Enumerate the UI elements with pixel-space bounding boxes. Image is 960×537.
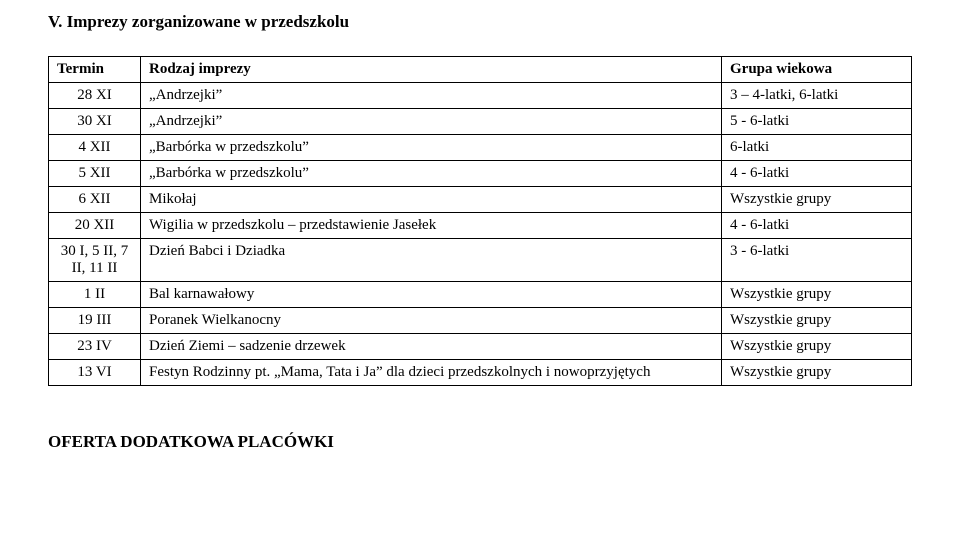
cell-rodzaj: Mikołaj bbox=[141, 187, 722, 213]
cell-rodzaj: „Andrzejki” bbox=[141, 83, 722, 109]
table-row: 4 XII „Barbórka w przedszkolu” 6-latki bbox=[49, 135, 912, 161]
section-title: V. Imprezy zorganizowane w przedszkolu bbox=[48, 12, 912, 32]
cell-grupa: 3 - 6-latki bbox=[722, 239, 912, 282]
cell-grupa: Wszystkie grupy bbox=[722, 187, 912, 213]
table-row: 23 IV Dzień Ziemi – sadzenie drzewek Wsz… bbox=[49, 334, 912, 360]
cell-grupa: Wszystkie grupy bbox=[722, 334, 912, 360]
table-row: 5 XII „Barbórka w przedszkolu” 4 - 6-lat… bbox=[49, 161, 912, 187]
cell-termin: 30 I, 5 II, 7 II, 11 II bbox=[49, 239, 141, 282]
cell-termin: 13 VI bbox=[49, 360, 141, 386]
table-row: 20 XII Wigilia w przedszkolu – przedstaw… bbox=[49, 213, 912, 239]
table-row: 30 I, 5 II, 7 II, 11 II Dzień Babci i Dz… bbox=[49, 239, 912, 282]
table-row: 1 II Bal karnawałowy Wszystkie grupy bbox=[49, 282, 912, 308]
table-header-row: Termin Rodzaj imprezy Grupa wiekowa bbox=[49, 57, 912, 83]
cell-termin: 23 IV bbox=[49, 334, 141, 360]
cell-rodzaj: „Barbórka w przedszkolu” bbox=[141, 161, 722, 187]
table-row: 19 III Poranek Wielkanocny Wszystkie gru… bbox=[49, 308, 912, 334]
cell-rodzaj: Poranek Wielkanocny bbox=[141, 308, 722, 334]
cell-termin: 4 XII bbox=[49, 135, 141, 161]
cell-termin: 6 XII bbox=[49, 187, 141, 213]
cell-termin: 30 XI bbox=[49, 109, 141, 135]
cell-rodzaj: „Andrzejki” bbox=[141, 109, 722, 135]
cell-termin: 28 XI bbox=[49, 83, 141, 109]
table-row: 30 XI „Andrzejki” 5 - 6-latki bbox=[49, 109, 912, 135]
cell-termin: 20 XII bbox=[49, 213, 141, 239]
cell-rodzaj: Dzień Ziemi – sadzenie drzewek bbox=[141, 334, 722, 360]
cell-rodzaj: Wigilia w przedszkolu – przedstawienie J… bbox=[141, 213, 722, 239]
table-row: 28 XI „Andrzejki” 3 – 4-latki, 6-latki bbox=[49, 83, 912, 109]
document-page: V. Imprezy zorganizowane w przedszkolu T… bbox=[0, 0, 960, 452]
cell-grupa: Wszystkie grupy bbox=[722, 360, 912, 386]
cell-rodzaj: Bal karnawałowy bbox=[141, 282, 722, 308]
cell-termin: 19 III bbox=[49, 308, 141, 334]
cell-grupa: Wszystkie grupy bbox=[722, 308, 912, 334]
cell-rodzaj: „Barbórka w przedszkolu” bbox=[141, 135, 722, 161]
cell-grupa: 3 – 4-latki, 6-latki bbox=[722, 83, 912, 109]
col-header-termin: Termin bbox=[49, 57, 141, 83]
footer-section-title: OFERTA DODATKOWA PLACÓWKI bbox=[48, 432, 912, 452]
cell-grupa: 6-latki bbox=[722, 135, 912, 161]
cell-grupa: 4 - 6-latki bbox=[722, 161, 912, 187]
cell-rodzaj: Festyn Rodzinny pt. „Mama, Tata i Ja” dl… bbox=[141, 360, 722, 386]
cell-termin: 5 XII bbox=[49, 161, 141, 187]
cell-grupa: Wszystkie grupy bbox=[722, 282, 912, 308]
table-row: 13 VI Festyn Rodzinny pt. „Mama, Tata i … bbox=[49, 360, 912, 386]
cell-grupa: 5 - 6-latki bbox=[722, 109, 912, 135]
events-table: Termin Rodzaj imprezy Grupa wiekowa 28 X… bbox=[48, 56, 912, 386]
cell-termin: 1 II bbox=[49, 282, 141, 308]
cell-rodzaj: Dzień Babci i Dziadka bbox=[141, 239, 722, 282]
cell-grupa: 4 - 6-latki bbox=[722, 213, 912, 239]
col-header-rodzaj: Rodzaj imprezy bbox=[141, 57, 722, 83]
col-header-grupa: Grupa wiekowa bbox=[722, 57, 912, 83]
table-row: 6 XII Mikołaj Wszystkie grupy bbox=[49, 187, 912, 213]
